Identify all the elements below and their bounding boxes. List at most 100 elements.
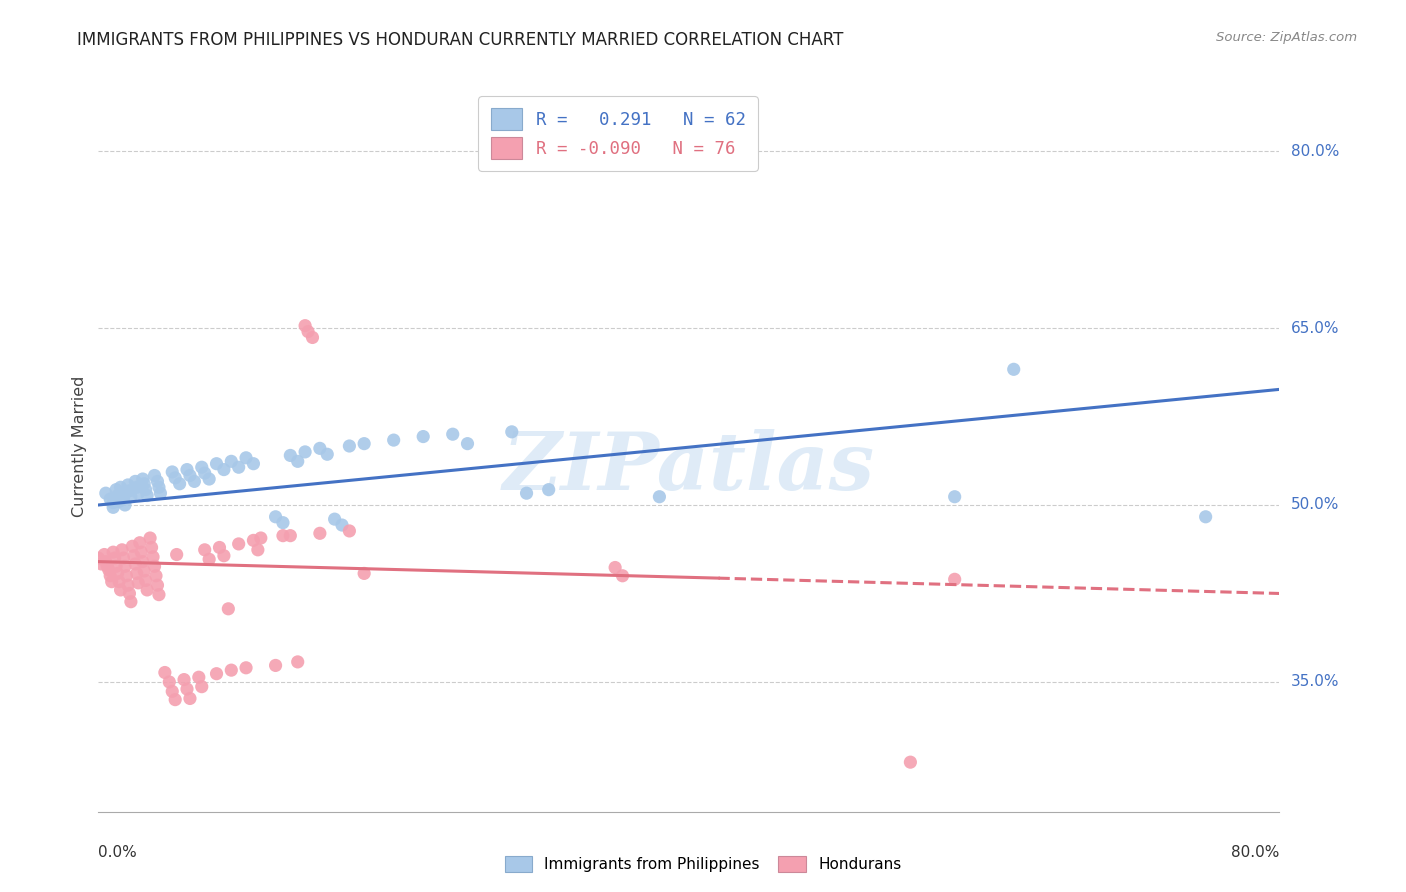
Point [124,475,146,489]
Point [103,495,125,509]
Point [339,439,361,453]
Point [108,494,131,508]
Point [271,516,294,530]
Point [148,588,170,602]
Point [339,524,361,538]
Point [129,545,152,559]
Point [205,457,228,471]
Point [110,582,132,597]
Text: 35.0%: 35.0% [1291,674,1339,690]
Point [87,551,110,566]
Point [127,486,149,500]
Point [107,489,129,503]
Point [148,480,170,494]
Text: 0.0%: 0.0% [98,845,138,860]
Point [145,568,167,582]
Point [108,574,131,589]
Point [114,498,136,512]
Point [134,476,156,491]
Point [217,602,239,616]
Point [166,548,188,562]
Point [194,466,217,480]
Point [115,568,138,582]
Y-axis label: Currently Married: Currently Married [72,376,87,516]
Point [136,489,159,503]
Point [132,555,155,569]
Point [221,454,243,468]
Point [136,582,159,597]
Point [141,541,163,555]
Point [125,566,148,581]
Point [280,449,302,463]
Point [191,460,214,475]
Point [169,476,191,491]
Legend: Immigrants from Philippines, Hondurans: Immigrants from Philippines, Hondurans [498,848,908,880]
Point [943,490,966,504]
Point [165,471,187,485]
Point [93,548,115,562]
Point [280,529,302,543]
Point [228,537,250,551]
Point [309,442,332,456]
Point [242,457,264,471]
Point [294,445,316,459]
Point [187,670,209,684]
Point [120,595,142,609]
Point [943,572,966,586]
Point [221,663,243,677]
Point [297,325,319,339]
Point [212,462,235,476]
Point [146,578,169,592]
Point [605,560,627,574]
Point [103,500,125,515]
Point [146,475,169,489]
Point [179,691,201,706]
Point [135,574,157,588]
Point [105,483,128,497]
Point [246,542,269,557]
Point [264,658,287,673]
Point [134,564,156,578]
Point [176,681,198,696]
Point [98,568,121,582]
Legend: R =   0.291   N = 62, R = -0.090   N = 76: R = 0.291 N = 62, R = -0.090 N = 76 [478,96,758,170]
Point [157,675,180,690]
Point [112,551,135,566]
Point [208,541,231,555]
Point [112,491,135,505]
Point [127,575,149,590]
Point [271,529,294,543]
Point [648,490,671,504]
Point [125,480,148,494]
Text: 80.0%: 80.0% [1232,845,1279,860]
Point [228,460,250,475]
Point [191,680,214,694]
Point [100,574,122,589]
Point [98,492,121,507]
Point [110,480,132,494]
Point [107,566,129,581]
Point [287,454,309,468]
Point [205,666,228,681]
Point [122,549,145,563]
Point [103,545,125,559]
Point [139,531,162,545]
Point [900,755,922,769]
Point [501,425,523,439]
Point [412,429,434,443]
Point [250,531,273,545]
Point [90,557,112,571]
Point [117,578,139,592]
Point [353,566,375,581]
Point [309,526,332,541]
Point [162,684,183,698]
Point [111,542,134,557]
Point [382,433,405,447]
Point [176,462,198,476]
Point [457,436,479,450]
Point [104,551,127,566]
Point [124,557,146,571]
Point [612,568,634,582]
Point [441,427,464,442]
Point [153,665,176,680]
